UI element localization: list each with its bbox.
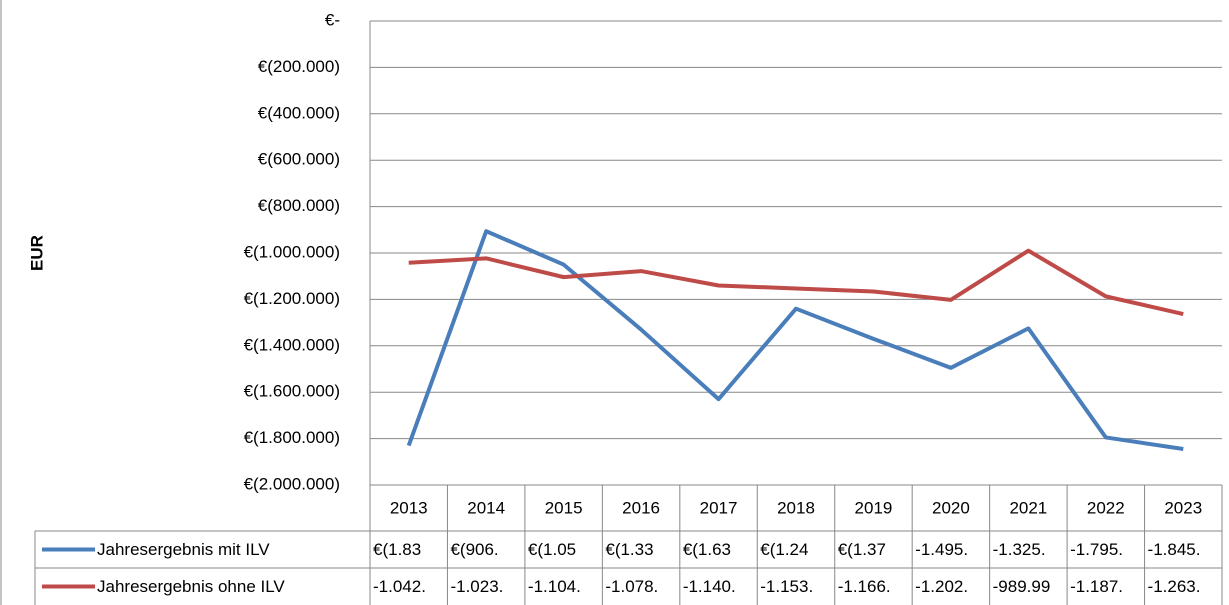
x-tick-label: 2015 bbox=[545, 498, 583, 517]
y-tick-label: €(1.800.000) bbox=[244, 428, 340, 447]
table-value: -1.042. bbox=[373, 577, 426, 596]
x-tick-label: 2023 bbox=[1164, 498, 1202, 517]
table-value: €(906. bbox=[450, 540, 498, 559]
y-tick-label: €(600.000) bbox=[258, 150, 340, 169]
table-value: €(1.83 bbox=[373, 540, 421, 559]
x-tick-label: 2017 bbox=[700, 498, 738, 517]
table-value: €(1.37 bbox=[838, 540, 886, 559]
table-value: -1.845. bbox=[1148, 540, 1201, 559]
table-value: -1.078. bbox=[605, 577, 658, 596]
y-tick-label: €(1.400.000) bbox=[244, 335, 340, 354]
legend-label: Jahresergebnis ohne ILV bbox=[97, 577, 285, 596]
table-value: -1.325. bbox=[993, 540, 1046, 559]
table-value: €(1.33 bbox=[605, 540, 653, 559]
y-tick-label: €(1.200.000) bbox=[244, 289, 340, 308]
table-value: €(1.05 bbox=[528, 540, 576, 559]
table-value: -1.202. bbox=[915, 577, 968, 596]
table-value: -1.140. bbox=[683, 577, 736, 596]
table-value: -1.495. bbox=[915, 540, 968, 559]
table-value: -1.104. bbox=[528, 577, 581, 596]
y-tick-label: €(1.600.000) bbox=[244, 382, 340, 401]
x-tick-label: 2014 bbox=[467, 498, 505, 517]
y-tick-label: €- bbox=[325, 10, 340, 29]
y-tick-label: €(800.000) bbox=[258, 196, 340, 215]
y-tick-label: €(2.000.000) bbox=[244, 474, 340, 493]
y-axis-label: EUR bbox=[27, 235, 46, 271]
x-tick-label: 2018 bbox=[777, 498, 815, 517]
table-value: -1.795. bbox=[1070, 540, 1123, 559]
x-tick-label: 2021 bbox=[1009, 498, 1047, 517]
x-tick-label: 2019 bbox=[855, 498, 893, 517]
series-line bbox=[408, 248, 1184, 316]
x-tick-label: 2016 bbox=[622, 498, 660, 517]
y-tick-label: €(400.000) bbox=[258, 103, 340, 122]
table-value: -1.166. bbox=[838, 577, 891, 596]
table-value: €(1.63 bbox=[683, 540, 731, 559]
table-value: -1.023. bbox=[450, 577, 503, 596]
x-tick-label: 2022 bbox=[1087, 498, 1125, 517]
table-value: -1.153. bbox=[760, 577, 813, 596]
y-tick-label: €(200.000) bbox=[258, 57, 340, 76]
table-value: -1.187. bbox=[1070, 577, 1123, 596]
x-tick-label: 2013 bbox=[390, 498, 428, 517]
legend-label: Jahresergebnis mit ILV bbox=[97, 540, 270, 559]
x-tick-label: 2020 bbox=[932, 498, 970, 517]
table-value: -1.263. bbox=[1148, 577, 1201, 596]
y-tick-label: €(1.000.000) bbox=[244, 242, 340, 261]
series-line bbox=[406, 229, 1184, 452]
table-value: -989.99 bbox=[993, 577, 1051, 596]
table-value: €(1.24 bbox=[760, 540, 808, 559]
